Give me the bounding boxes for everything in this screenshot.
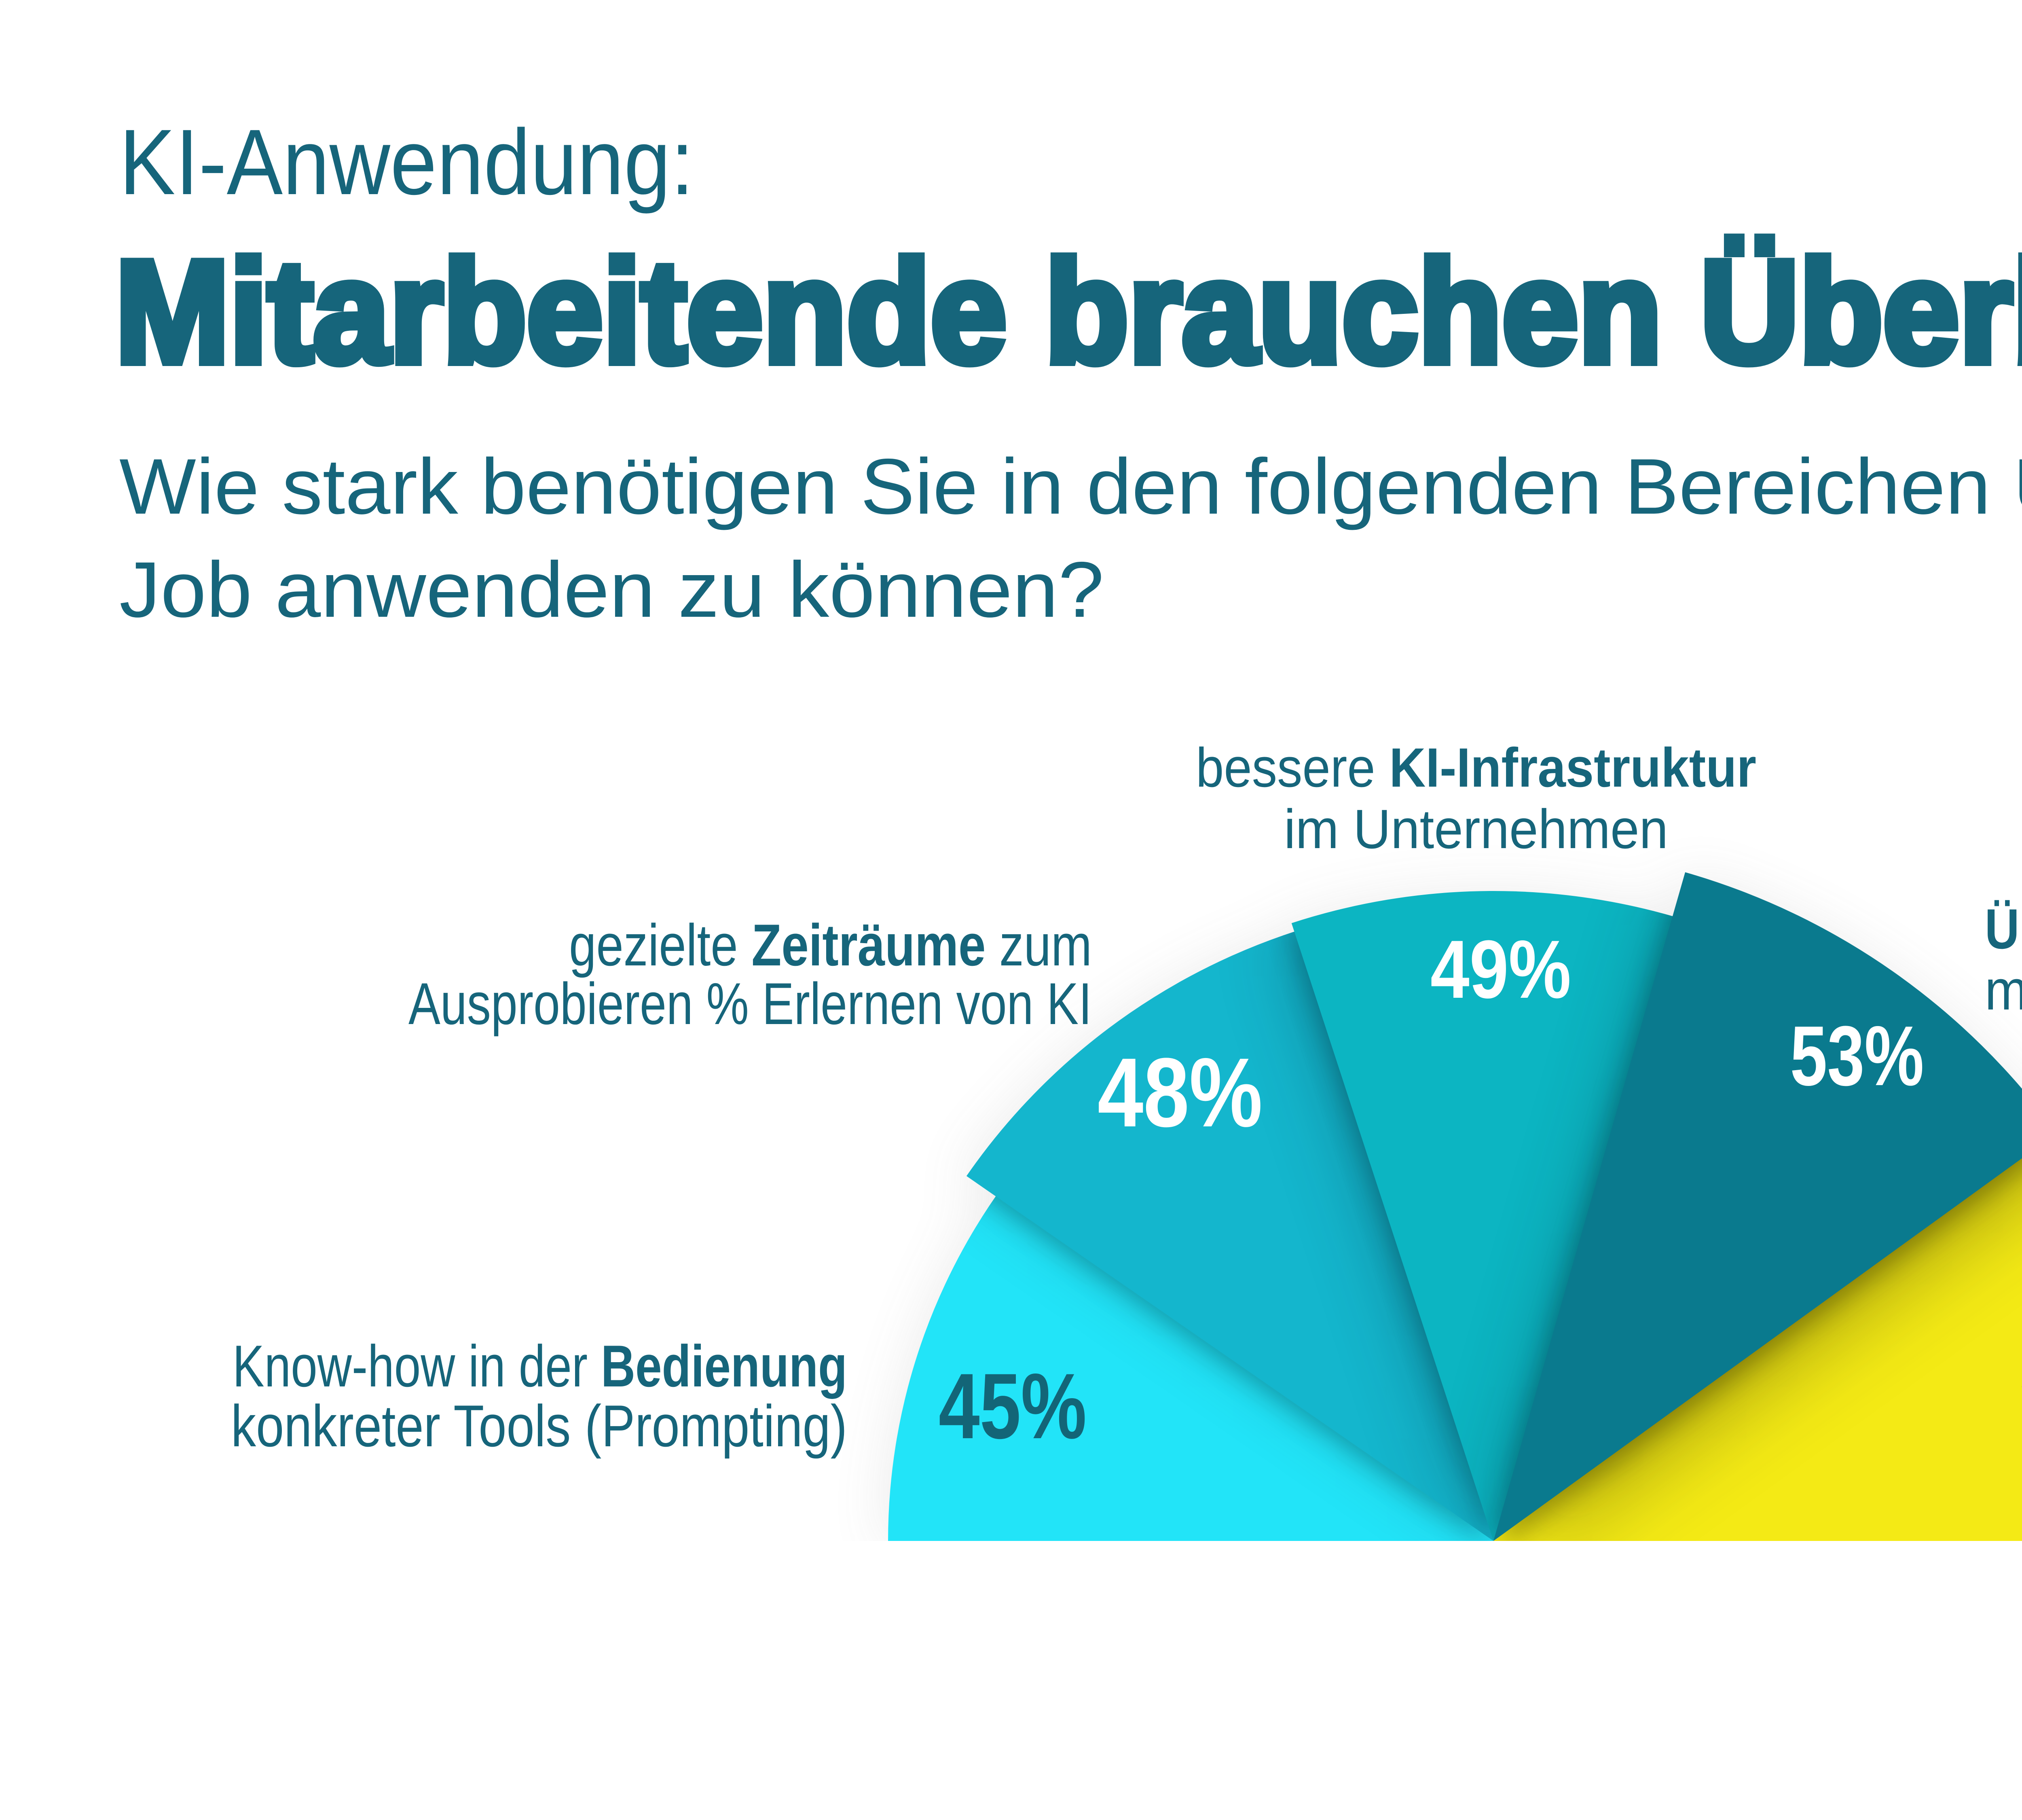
svg-text:Job anwenden zu können?: Job anwenden zu können? [119,546,1104,634]
svg-text:im Unternehmen: im Unternehmen [1284,798,1668,860]
svg-text:Ausprobieren % Erlernen von KI: Ausprobieren % Erlernen von KI [408,971,1092,1037]
svg-text:45%: 45% [939,1354,1087,1458]
svg-text:Mitarbeitende brauchen Überbli: Mitarbeitende brauchen Überblick & Klarh… [115,231,2022,393]
svg-text:konkreter Tools (Prompting): konkreter Tools (Prompting) [231,1393,847,1459]
svg-text:Know-how in der Bedienung: Know-how in der Bedienung [233,1333,847,1399]
svg-text:49%: 49% [1430,923,1571,1016]
svg-text:Wie stark benötigen Sie in den: Wie stark benötigen Sie in den folgenden… [119,442,2022,531]
svg-text:mögliche Tools: mögliche Tools [1985,958,2022,1022]
svg-text:KI-Anwendung:: KI-Anwendung: [119,110,694,214]
svg-text:gezielte Zeiträume zum: gezielte Zeiträume zum [569,912,1092,978]
svg-text:55%: 55% [2020,1326,2022,1418]
svg-text:48%: 48% [1098,1038,1263,1147]
svg-text:bessere KI-Infrastruktur: bessere KI-Infrastruktur [1196,737,1756,799]
svg-text:53%: 53% [1790,1008,1924,1103]
svg-text:Überblick über: Überblick über [1985,897,2022,961]
